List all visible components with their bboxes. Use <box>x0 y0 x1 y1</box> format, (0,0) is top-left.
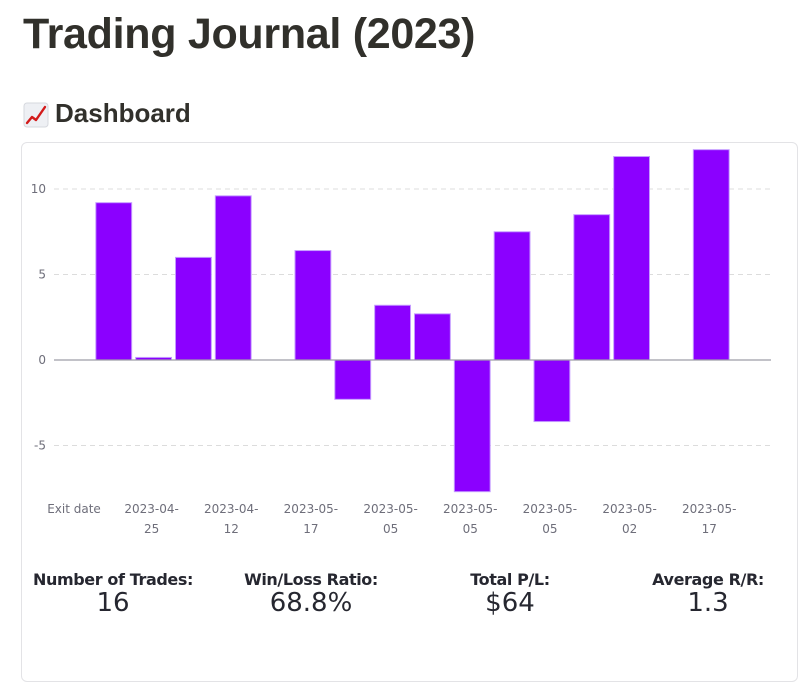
x-tick-label: 17 <box>303 522 318 536</box>
metric-win-loss-ratio: Win/Loss Ratio: 68.8% <box>244 570 378 618</box>
x-tick-label: 2023-04- <box>204 502 258 516</box>
y-tick-label: 5 <box>38 268 46 282</box>
bar[interactable] <box>334 359 372 400</box>
bar[interactable] <box>692 149 730 361</box>
metric-number-of-trades: Number of Trades: 16 <box>33 570 193 618</box>
metrics-row: Number of Trades: 16 Win/Loss Ratio: 68.… <box>21 570 798 630</box>
dashboard-card: -5 0 5 10 2023-04- 25 2023-04- 12 2023-05- 17 2023… <box>21 142 798 682</box>
x-tick-label: 05 <box>542 522 557 536</box>
pnl-bar-chart[interactable]: -505102023-04-252023-04-122023-05-172023… <box>22 143 799 563</box>
metric-total-pl: Total P/L: $64 <box>470 570 550 618</box>
bar[interactable] <box>573 214 611 361</box>
metric-label: Win/Loss Ratio: <box>244 570 378 589</box>
x-tick-label: 17 <box>702 522 717 536</box>
bar[interactable] <box>95 202 133 361</box>
bar[interactable] <box>493 231 531 361</box>
bar[interactable] <box>613 156 651 361</box>
dashboard-header: Dashboard <box>23 98 191 129</box>
bar[interactable] <box>374 304 411 361</box>
x-tick-label: 2023-05- <box>602 502 656 516</box>
dashboard-title: Dashboard <box>55 98 191 128</box>
x-tick-label: 2023-05- <box>682 502 736 516</box>
metric-label: Total P/L: <box>470 570 550 589</box>
metric-value: 16 <box>96 588 130 618</box>
bar[interactable] <box>533 359 571 423</box>
y-tick-label: 0 <box>38 353 46 367</box>
x-tick-label: 12 <box>224 522 239 536</box>
x-axis-title: Exit date <box>47 502 101 516</box>
bar[interactable] <box>414 313 451 361</box>
x-tick-label: 2023-05- <box>443 502 497 516</box>
metric-label: Average R/R: <box>652 570 764 589</box>
metric-label: Number of Trades: <box>32 570 194 589</box>
metric-average-rr: Average R/R: 1.3 <box>652 570 764 618</box>
y-tick-label: 10 <box>31 182 46 196</box>
x-tick-label: 05 <box>383 522 398 536</box>
bar[interactable] <box>214 195 252 361</box>
x-tick-label: 2023-05- <box>363 502 417 516</box>
bar[interactable] <box>175 256 212 361</box>
chart-increasing-icon <box>23 102 49 128</box>
x-tick-label: 02 <box>622 522 637 536</box>
x-tick-label: 25 <box>144 522 159 536</box>
page-title: Trading Journal (2023) <box>23 10 476 58</box>
metric-value: 68.8% <box>269 588 353 618</box>
bar[interactable] <box>453 359 491 493</box>
metric-value: 1.3 <box>687 588 729 618</box>
bar[interactable] <box>294 250 332 361</box>
x-tick-label: 2023-04- <box>124 502 178 516</box>
metric-value: $64 <box>485 588 535 618</box>
x-tick-label: 2023-05- <box>284 502 338 516</box>
y-tick-label: -5 <box>34 439 46 453</box>
x-tick-label: 2023-05- <box>523 502 577 516</box>
x-tick-label: 05 <box>463 522 478 536</box>
